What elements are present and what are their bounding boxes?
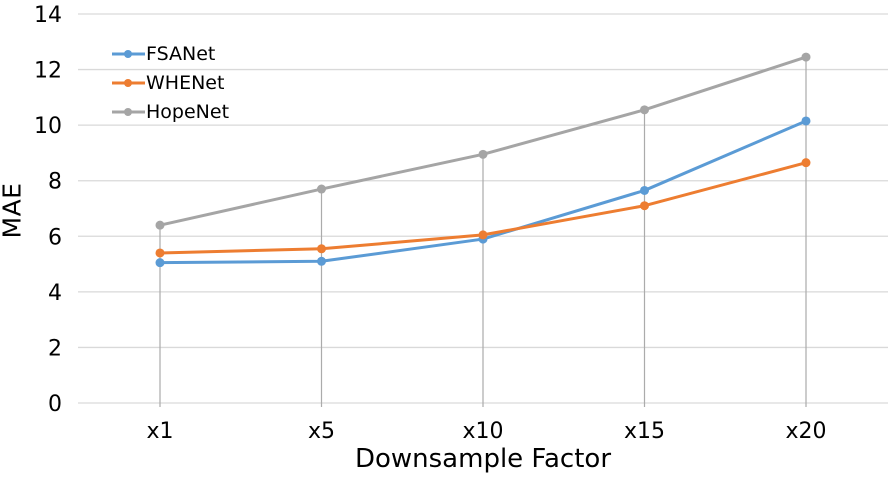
- y-tick-label: 12: [34, 59, 62, 84]
- data-point-whenet-x5[interactable]: [317, 244, 326, 254]
- line-marker-icon: [112, 78, 145, 88]
- x-tick-label: x10: [462, 419, 503, 444]
- legend-label: WHENet: [146, 71, 225, 94]
- data-point-fsanet-x5[interactable]: [317, 256, 326, 266]
- legend-item-fsanet[interactable]: FSANet: [112, 39, 229, 68]
- legend-label: FSANet: [146, 42, 216, 65]
- data-point-hopenet-x20[interactable]: [801, 52, 811, 62]
- y-tick-label: 0: [48, 392, 62, 417]
- x-axis-title: Downsample Factor: [354, 444, 612, 474]
- line-marker-icon: [112, 107, 145, 117]
- data-point-whenet-x15[interactable]: [640, 201, 649, 211]
- x-tick-label: x1: [146, 419, 173, 444]
- legend-item-whenet[interactable]: WHENet: [112, 68, 229, 97]
- data-point-hopenet-x10[interactable]: [478, 149, 488, 159]
- legend-label: HopeNet: [146, 100, 230, 123]
- y-tick-label: 14: [34, 3, 62, 28]
- data-point-hopenet-x1[interactable]: [155, 220, 165, 230]
- data-point-fsanet-x1[interactable]: [155, 258, 165, 268]
- y-tick-label: 6: [48, 225, 62, 250]
- y-tick-label: 4: [48, 281, 62, 306]
- data-point-fsanet-x15[interactable]: [640, 185, 649, 195]
- legend-item-hopenet[interactable]: HopeNet: [112, 97, 229, 126]
- x-tick-label: x20: [785, 419, 826, 444]
- line-marker-icon: [112, 49, 145, 59]
- legend: FSANet WHENet HopeNet: [112, 39, 229, 126]
- data-point-whenet-x10[interactable]: [478, 230, 488, 240]
- x-tick-label: x5: [308, 419, 335, 444]
- data-point-fsanet-x20[interactable]: [801, 116, 811, 126]
- data-point-whenet-x20[interactable]: [801, 158, 811, 168]
- y-tick-label: 8: [48, 170, 62, 195]
- data-point-hopenet-x15[interactable]: [640, 105, 649, 115]
- data-point-whenet-x1[interactable]: [155, 248, 165, 258]
- y-tick-label: 10: [34, 114, 62, 139]
- data-point-hopenet-x5[interactable]: [317, 184, 326, 194]
- y-tick-label: 2: [48, 336, 62, 361]
- y-axis-title: MAE: [0, 182, 27, 239]
- x-tick-label: x15: [624, 419, 665, 444]
